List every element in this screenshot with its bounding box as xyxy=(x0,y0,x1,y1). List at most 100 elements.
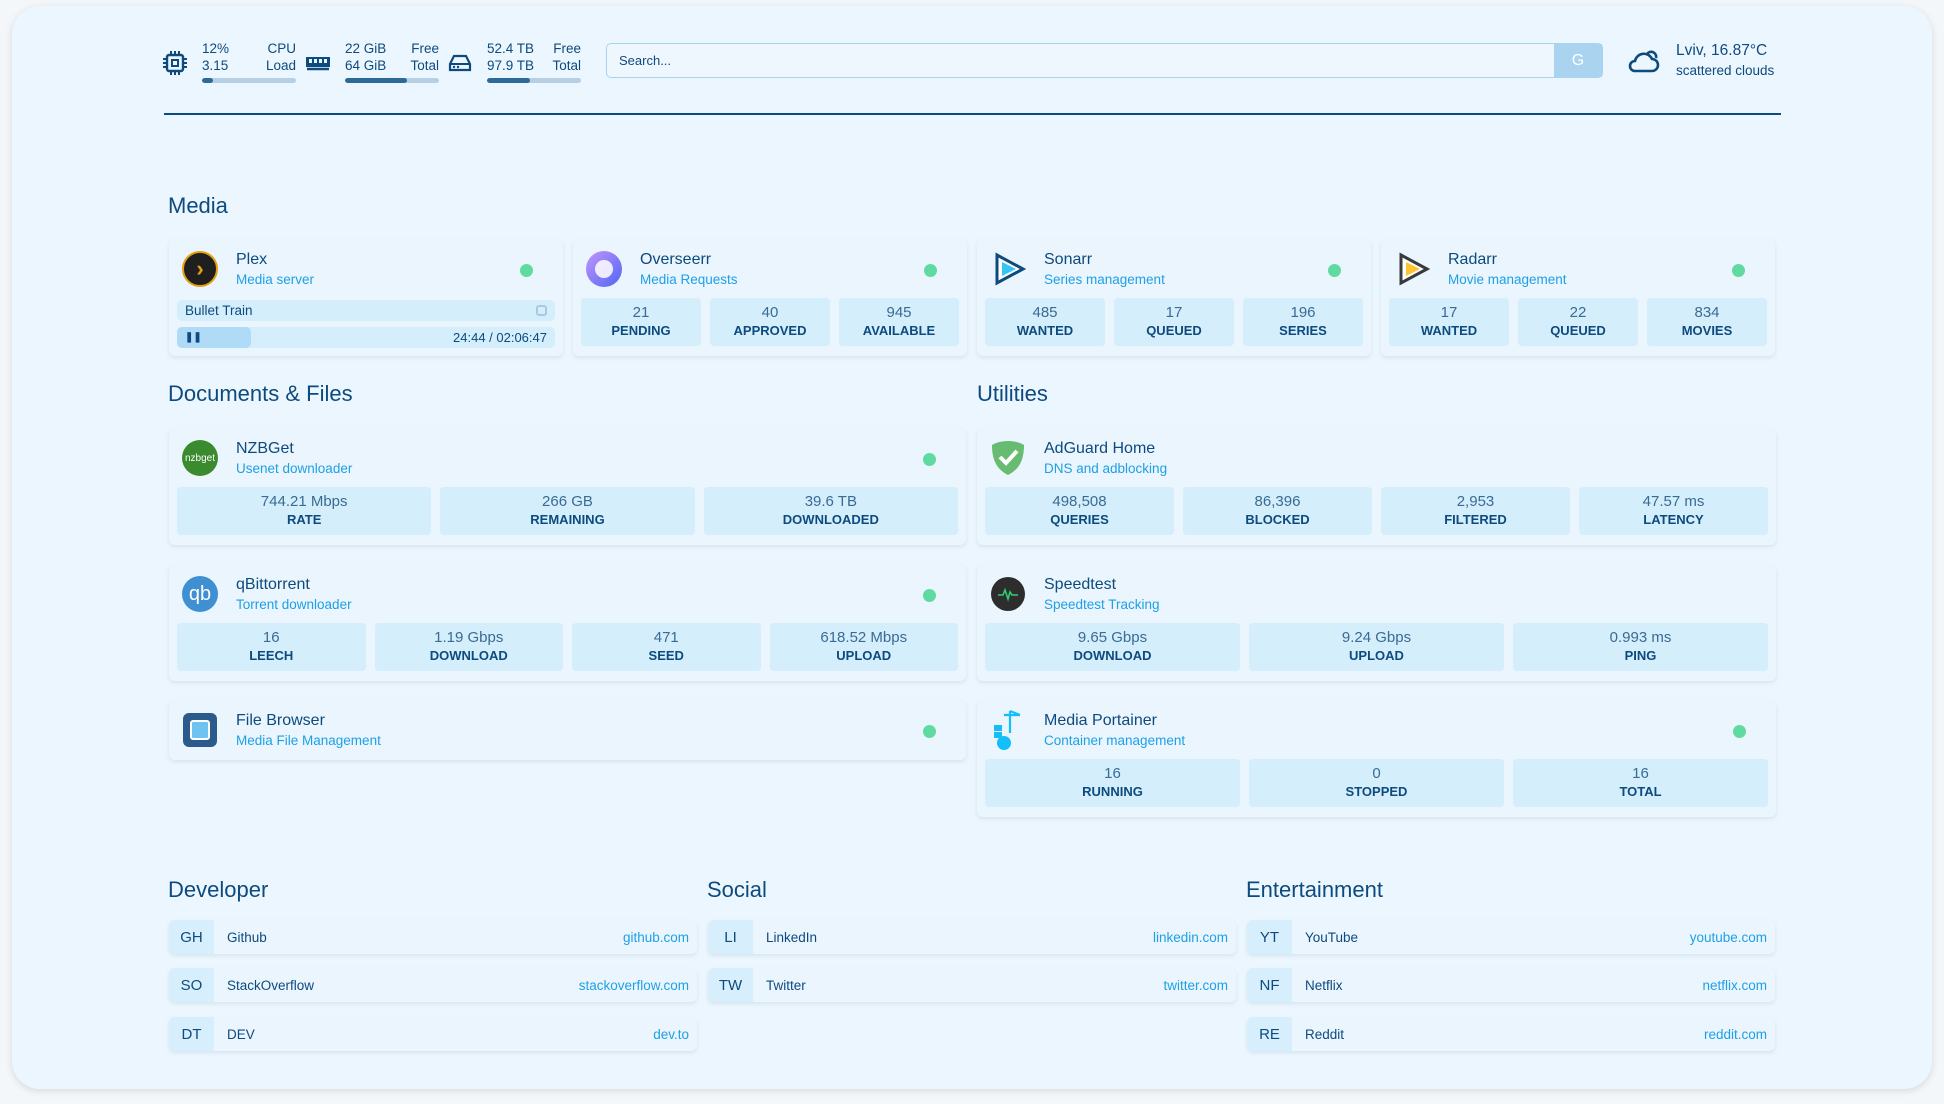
stat-value: 9.24 Gbps xyxy=(1341,629,1412,646)
stat-block: 9.65 Gbps DOWNLOAD xyxy=(985,623,1240,671)
bookmark-dev[interactable]: DT DEV dev.to xyxy=(169,1017,697,1051)
resource-usage-bar xyxy=(202,78,296,83)
service-card-media-portainer[interactable]: Media Portainer Container management 16 RUN… xyxy=(977,700,1776,817)
card-title-block: Plex Media server xyxy=(236,251,314,287)
resource-label: Free xyxy=(411,41,439,56)
stat-value: 21 xyxy=(632,304,650,321)
service-card-sonarr[interactable]: Sonarr Series management 485 WANTED 17 QUEUED… xyxy=(977,239,1371,356)
resource-value: 52.4 TB xyxy=(487,41,535,56)
stat-label: QUEUED xyxy=(1146,323,1202,338)
bookmark-name: Twitter xyxy=(766,977,806,993)
service-card-qbittorrent[interactable]: qb qBittorrent Torrent downloader 16 LEECH 1.… xyxy=(169,564,966,681)
card-title-block: AdGuard Home DNS and adblocking xyxy=(1044,440,1167,476)
service-card-adguard-home[interactable]: AdGuard Home DNS and adblocking 498,508 QUE… xyxy=(977,428,1776,545)
card-title-block: NZBGet Usenet downloader xyxy=(236,440,352,476)
stat-label: DOWNLOAD xyxy=(429,648,508,663)
service-name[interactable]: Sonarr xyxy=(1044,251,1093,268)
stat-block: 17 WANTED xyxy=(1389,298,1509,346)
bookmark-url[interactable]: dev.to xyxy=(653,1026,689,1042)
stats-row: 17 WANTED 22 QUEUED 834 MOVIES xyxy=(1389,298,1767,346)
service-card-overseerr[interactable]: Overseerr Media Requests 21 PENDING 40 APPROV… xyxy=(573,239,967,356)
bookmark-youtube[interactable]: YT YouTube youtube.com xyxy=(1247,920,1775,954)
bookmark-abbreviation: NF xyxy=(1247,968,1292,1002)
resource-value: 97.9 TB xyxy=(487,58,535,73)
service-card-nzbget[interactable]: nzbget NZBGet Usenet downloader 744.21 Mbps… xyxy=(169,428,966,545)
stat-block: 86,396 BLOCKED xyxy=(1183,487,1372,535)
service-card-radarr[interactable]: Radarr Movie management 17 WANTED 22 QUEUED 83… xyxy=(1381,239,1775,356)
stat-label: WANTED xyxy=(1420,323,1478,338)
section-title-entertainment: Entertainment xyxy=(1246,877,1383,902)
stats-row: 21 PENDING 40 APPROVED 945 AVAILABLE xyxy=(581,298,959,346)
stat-label: AVAILABLE xyxy=(862,323,936,338)
bookmark-name: DEV xyxy=(227,1026,255,1042)
bookmark-twitter[interactable]: TW Twitter twitter.com xyxy=(708,968,1236,1002)
stat-label: MOVIES xyxy=(1681,323,1733,338)
service-name[interactable]: Speedtest xyxy=(1044,576,1117,593)
resource-row: 12% CPU xyxy=(202,40,296,57)
bookmark-url[interactable]: stackoverflow.com xyxy=(578,977,689,993)
stat-label: DOWNLOADED xyxy=(782,512,879,527)
stat-block: 0.993 ms PING xyxy=(1513,623,1768,671)
service-card-file-browser[interactable]: File Browser Media File Management xyxy=(169,700,966,760)
stat-block: 39.6 TB DOWNLOADED xyxy=(703,487,958,535)
pause-icon[interactable]: ❚❚ xyxy=(185,332,202,343)
stat-value: 485 xyxy=(1032,304,1058,321)
stat-value: 17 xyxy=(1440,304,1458,321)
bookmark-github[interactable]: GH Github github.com xyxy=(169,920,697,954)
bookmark-stackoverflow[interactable]: SO StackOverflow stackoverflow.com xyxy=(169,968,697,1002)
bookmark-url[interactable]: github.com xyxy=(622,929,689,945)
service-name[interactable]: AdGuard Home xyxy=(1044,440,1156,457)
card-header: Radarr Movie management xyxy=(1389,249,1767,289)
bookmark-url[interactable]: reddit.com xyxy=(1703,1026,1767,1042)
service-name[interactable]: Radarr xyxy=(1448,251,1497,268)
service-card-speedtest[interactable]: Speedtest Speedtest Tracking 9.65 Gbps DOWN… xyxy=(977,564,1776,681)
bookmark-url[interactable]: linkedin.com xyxy=(1152,929,1228,945)
resource-row: 97.9 TB Total xyxy=(487,57,581,74)
bookmark-reddit[interactable]: RE Reddit reddit.com xyxy=(1247,1017,1775,1051)
stat-label: BLOCKED xyxy=(1245,512,1310,527)
bookmark-url[interactable]: youtube.com xyxy=(1689,929,1767,945)
playback-progress-bar[interactable]: ❚❚ 24:44 / 02:06:47 xyxy=(177,327,555,348)
resource-row: 52.4 TB Free xyxy=(487,40,581,57)
stat-block: 196 SERIES xyxy=(1243,298,1363,346)
stat-block: 945 AVAILABLE xyxy=(839,298,959,346)
service-name[interactable]: Overseerr xyxy=(640,251,712,268)
stat-value: 39.6 TB xyxy=(804,493,857,510)
resource-label: Total xyxy=(410,58,439,73)
bookmark-abbreviation: DT xyxy=(169,1017,214,1051)
service-name[interactable]: qBittorrent xyxy=(236,576,310,593)
bookmark-url[interactable]: netflix.com xyxy=(1702,977,1767,993)
service-name[interactable]: File Browser xyxy=(236,712,325,729)
bookmark-abbreviation: LI xyxy=(708,920,753,954)
service-name[interactable]: NZBGet xyxy=(236,440,294,457)
service-name[interactable]: Media Portainer xyxy=(1044,712,1157,729)
status-indicator xyxy=(923,725,936,738)
disk-icon xyxy=(447,50,473,76)
bookmark-name: Github xyxy=(227,929,267,945)
status-indicator xyxy=(1328,264,1341,277)
bookmark-abbreviation: TW xyxy=(708,968,753,1002)
speedtest-logo-icon xyxy=(990,576,1026,612)
service-description: Usenet downloader xyxy=(236,461,353,476)
resource-stats: 52.4 TB Free 97.9 TB Total xyxy=(487,40,581,83)
service-card-plex[interactable]: › Plex Media server Bullet Train ❚❚ 24:44 / 0… xyxy=(169,239,563,356)
status-indicator xyxy=(1732,264,1745,277)
bookmark-linkedin[interactable]: LI LinkedIn linkedin.com xyxy=(708,920,1236,954)
weather-location: Lviv, 16.87°C xyxy=(1676,42,1768,59)
stat-block: 47.57 ms LATENCY xyxy=(1579,487,1768,535)
resource-row: 64 GiB Total xyxy=(345,57,439,74)
service-description: Torrent downloader xyxy=(236,597,352,612)
service-name[interactable]: Plex xyxy=(236,251,268,268)
stat-label: TOTAL xyxy=(1619,784,1662,799)
stat-label: UPLOAD xyxy=(836,648,892,663)
overseerr-logo-icon xyxy=(586,251,622,287)
search-engine-button[interactable]: G xyxy=(1554,44,1602,77)
search-input[interactable] xyxy=(607,44,1554,77)
stat-value: 86,396 xyxy=(1254,493,1301,510)
bookmark-netflix[interactable]: NF Netflix netflix.com xyxy=(1247,968,1775,1002)
section-title-social: Social xyxy=(707,877,767,902)
bookmark-url[interactable]: twitter.com xyxy=(1163,977,1228,993)
plex-logo-icon: › xyxy=(182,251,218,287)
stat-label: DOWNLOAD xyxy=(1073,648,1152,663)
stat-label: SEED xyxy=(648,648,684,663)
